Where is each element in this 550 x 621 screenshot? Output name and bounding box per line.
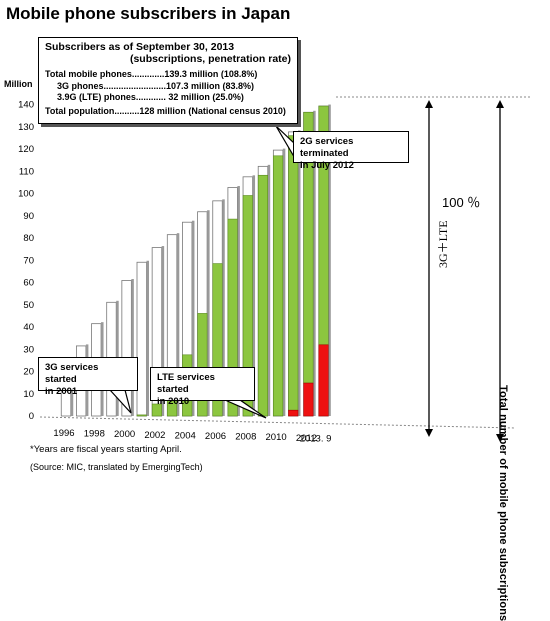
y-tick-label: 130 (18, 122, 34, 133)
y-tick-label: 10 (23, 389, 34, 400)
callout-2g-line1: 2G services terminated (300, 136, 354, 159)
bar-total-side (161, 246, 165, 416)
bar-total-side (252, 175, 256, 416)
x-tick-label: 2002 (144, 430, 165, 441)
y-tick-label: 90 (23, 211, 34, 222)
bar-total-side (176, 233, 180, 416)
bar-lte (318, 344, 329, 417)
y-tick-label: 120 (18, 144, 34, 155)
bar-3g (288, 135, 299, 411)
info-row-population: Total population..........128 million (N… (45, 105, 286, 116)
x-tick-label: 2008 (235, 432, 256, 443)
bar-lte (288, 409, 299, 417)
bar-3g (197, 313, 208, 417)
callout-2g-terminated: 2G services terminated in July 2012 (293, 131, 409, 171)
total-subscriptions-label: Total number of mobile phone subscriptio… (497, 385, 509, 621)
bar-total-side (282, 148, 286, 417)
arrow-total-subscriptions-head-top (496, 100, 504, 108)
info-box-heading: Subscribers as of September 30, 2013 (45, 41, 235, 53)
callout-3g-started: 3G services started in 2001 (38, 357, 138, 397)
x-tick-label: 1998 (84, 429, 105, 440)
y-tick-label: 70 (23, 255, 34, 266)
bar-lte (303, 382, 314, 417)
y-tick-label: 40 (23, 322, 34, 333)
bar-total-side (131, 278, 134, 416)
arrow-100-percent-head-top (425, 100, 433, 108)
callout-lte-started: LTE services started in 2010 (150, 367, 255, 407)
bar-3g (273, 155, 284, 417)
y-tick-label: 50 (23, 300, 34, 311)
bar-total-side (267, 164, 271, 416)
x-axis: 1996 1998 2000 2002 2004 2006 2008 2010 20122013… (53, 428, 331, 444)
x-tick-label: 2004 (175, 430, 196, 441)
callout-lte-line2: in 2010 (157, 396, 190, 407)
y-tick-label: 30 (23, 344, 34, 355)
bar-total-side (313, 110, 316, 416)
y-tick-label: 100 (18, 189, 34, 200)
info-row-lte: 3.9G (LTE) phones............ 32 million… (57, 92, 244, 102)
y-tick-label: 140 (18, 100, 34, 111)
subscribers-info-box: Subscribers as of September 30, 2013 (su… (38, 37, 298, 124)
bar-3g (212, 263, 223, 417)
source-note: (Source: MIC, translated by EmergingTech… (30, 462, 203, 472)
y-tick-label: 80 (23, 233, 34, 244)
y-axis-label: Million (4, 79, 33, 89)
arrow-100-percent-head-bottom (425, 429, 433, 437)
bar-3g (136, 414, 147, 417)
info-row-total: Total mobile phones.............139.3 mi… (45, 69, 258, 79)
bar-total-side (70, 367, 74, 416)
x-tick-label: 2012 (296, 433, 317, 444)
3g-lte-label: 3G＋LTE (436, 220, 450, 268)
bar-total-side (191, 220, 195, 416)
x-tick-label: 1996 (53, 428, 74, 439)
baseline-dotted-line (39, 416, 516, 429)
bar-3g (242, 195, 253, 417)
callout-3g-line1: 3G services started (45, 362, 99, 385)
bar-total-side (298, 130, 301, 416)
annotations (39, 96, 530, 442)
bar-total-side (146, 260, 149, 416)
bar-total-side (237, 185, 240, 416)
callout-3g-line2: in 2001 (45, 386, 78, 397)
callout-lte-line1: LTE services started (157, 372, 215, 395)
y-axis: Million 0 10 20 30 40 50 60 70 80 90 100 110 120 130 14… (4, 79, 34, 422)
bar-3g (227, 218, 238, 417)
bar-total-side (207, 210, 210, 416)
bar-total (136, 261, 147, 417)
arrow-total-subscriptions-head-bottom (496, 434, 504, 442)
y-tick-label: 60 (23, 278, 34, 289)
y-tick-label: 0 (29, 411, 34, 422)
bar-3g (257, 174, 269, 417)
x-tick-label: 2010 (266, 432, 287, 443)
info-row-3g: 3G phones.........................107.3 … (57, 80, 255, 91)
percent-label: 100 ％ (442, 195, 481, 210)
footnote: *Years are fiscal years starting April. (30, 444, 182, 455)
chart-title: Mobile phone subscribers in Japan (6, 4, 291, 23)
bar-total-side (222, 199, 225, 416)
info-box-subheading: (subscriptions, penetration rate) (129, 53, 291, 65)
x-tick-label: 2006 (205, 431, 226, 442)
bar-total-side (328, 104, 331, 417)
y-tick-label: 110 (19, 166, 34, 177)
y-tick-label: 20 (23, 367, 34, 378)
x-tick-label: 2013. 9 (300, 433, 332, 444)
bar-3g (151, 403, 162, 417)
callout-2g-line2: in July 2012 (300, 160, 354, 171)
x-tick-label: 2000 (114, 429, 135, 440)
